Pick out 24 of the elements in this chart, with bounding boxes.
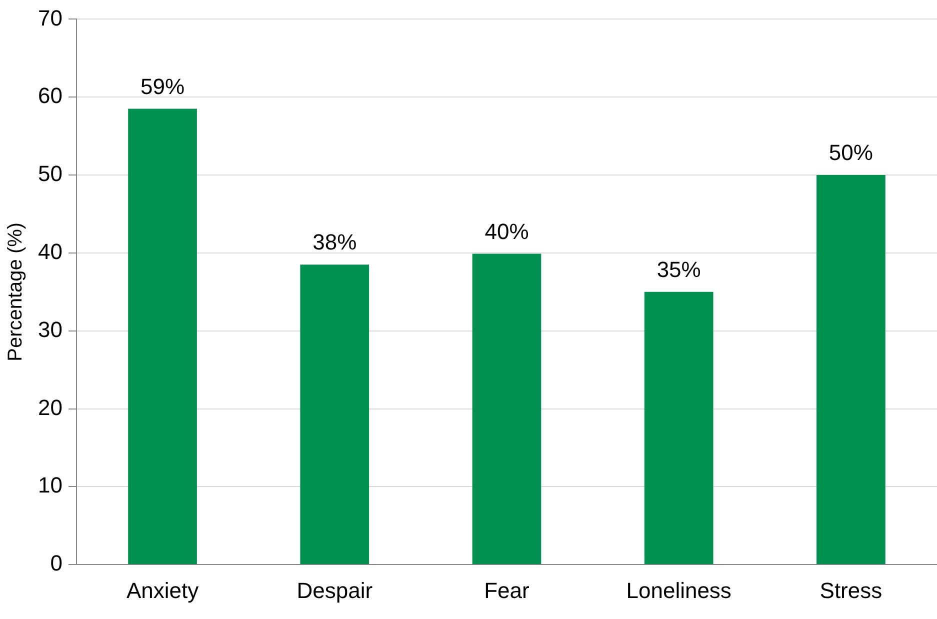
bar bbox=[128, 108, 197, 564]
y-tick-label: 30 bbox=[38, 316, 62, 342]
y-axis-title: Percentage (%) bbox=[4, 222, 27, 362]
data-label: 59% bbox=[140, 74, 185, 99]
x-tick-label: Anxiety bbox=[126, 578, 199, 603]
y-tick-label: 60 bbox=[38, 83, 62, 108]
bar bbox=[300, 264, 370, 564]
y-tick-label: 10 bbox=[38, 472, 62, 498]
x-tick-label: Stress bbox=[820, 578, 882, 603]
y-tick-label: 40 bbox=[38, 239, 62, 264]
bar bbox=[644, 292, 714, 564]
x-tick-label: Loneliness bbox=[626, 578, 732, 603]
y-tick-label: 70 bbox=[38, 5, 62, 30]
data-label: 50% bbox=[828, 140, 873, 166]
y-tick-label: 20 bbox=[38, 394, 62, 420]
y-tick-label: 50 bbox=[38, 161, 62, 186]
x-tick-label: Despair bbox=[296, 578, 373, 603]
x-tick-label: Fear bbox=[484, 578, 530, 603]
y-tick-label: 0 bbox=[50, 550, 62, 576]
data-label: 35% bbox=[656, 256, 701, 282]
bar bbox=[816, 175, 886, 564]
data-label: 38% bbox=[312, 230, 357, 255]
bar bbox=[472, 254, 542, 564]
data-label: 40% bbox=[484, 218, 529, 244]
